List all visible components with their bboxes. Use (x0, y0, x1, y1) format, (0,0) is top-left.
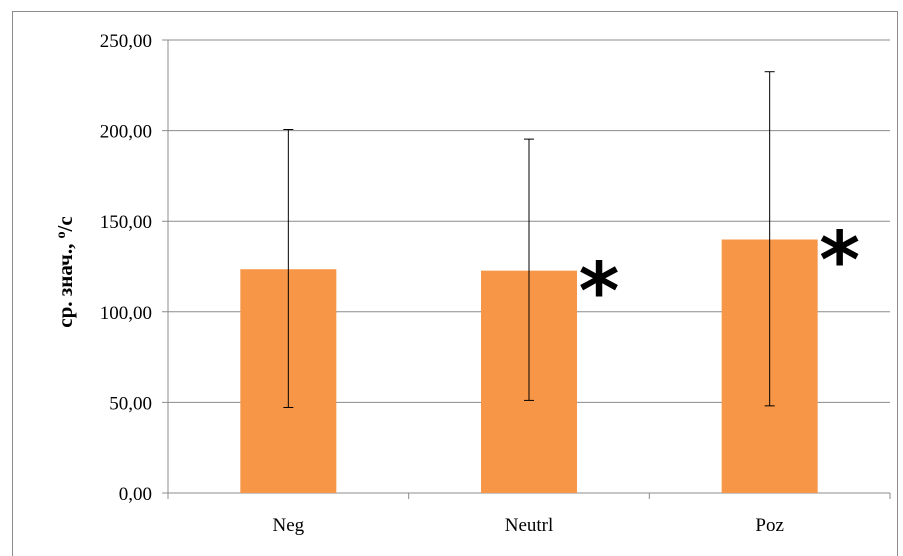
y-tick-labels: 0,00 50,00 100,00 150,00 200,00 250,00 (100, 31, 152, 505)
y-tick-label: 0,00 (119, 484, 152, 505)
y-tick-label: 250,00 (100, 31, 152, 52)
chart-frame (12, 11, 898, 556)
significance-asterisk: * (819, 217, 860, 307)
y-axis-label: ср. знач., о/с (53, 216, 77, 327)
error-bars (283, 71, 775, 408)
x-tick-label: Poz (755, 515, 784, 536)
x-tick-labels: Neg Neutrl Poz (273, 515, 784, 536)
y-tick-label: 50,00 (109, 393, 152, 414)
y-tick-label: 150,00 (100, 212, 152, 233)
y-tick-label: 200,00 (100, 122, 152, 143)
x-tick-label: Neg (273, 515, 305, 536)
y-tick-label: 100,00 (100, 303, 152, 324)
significance-asterisk: * (579, 248, 620, 338)
x-tick-label: Neutrl (505, 515, 554, 536)
significance-markers: * * (579, 217, 860, 338)
